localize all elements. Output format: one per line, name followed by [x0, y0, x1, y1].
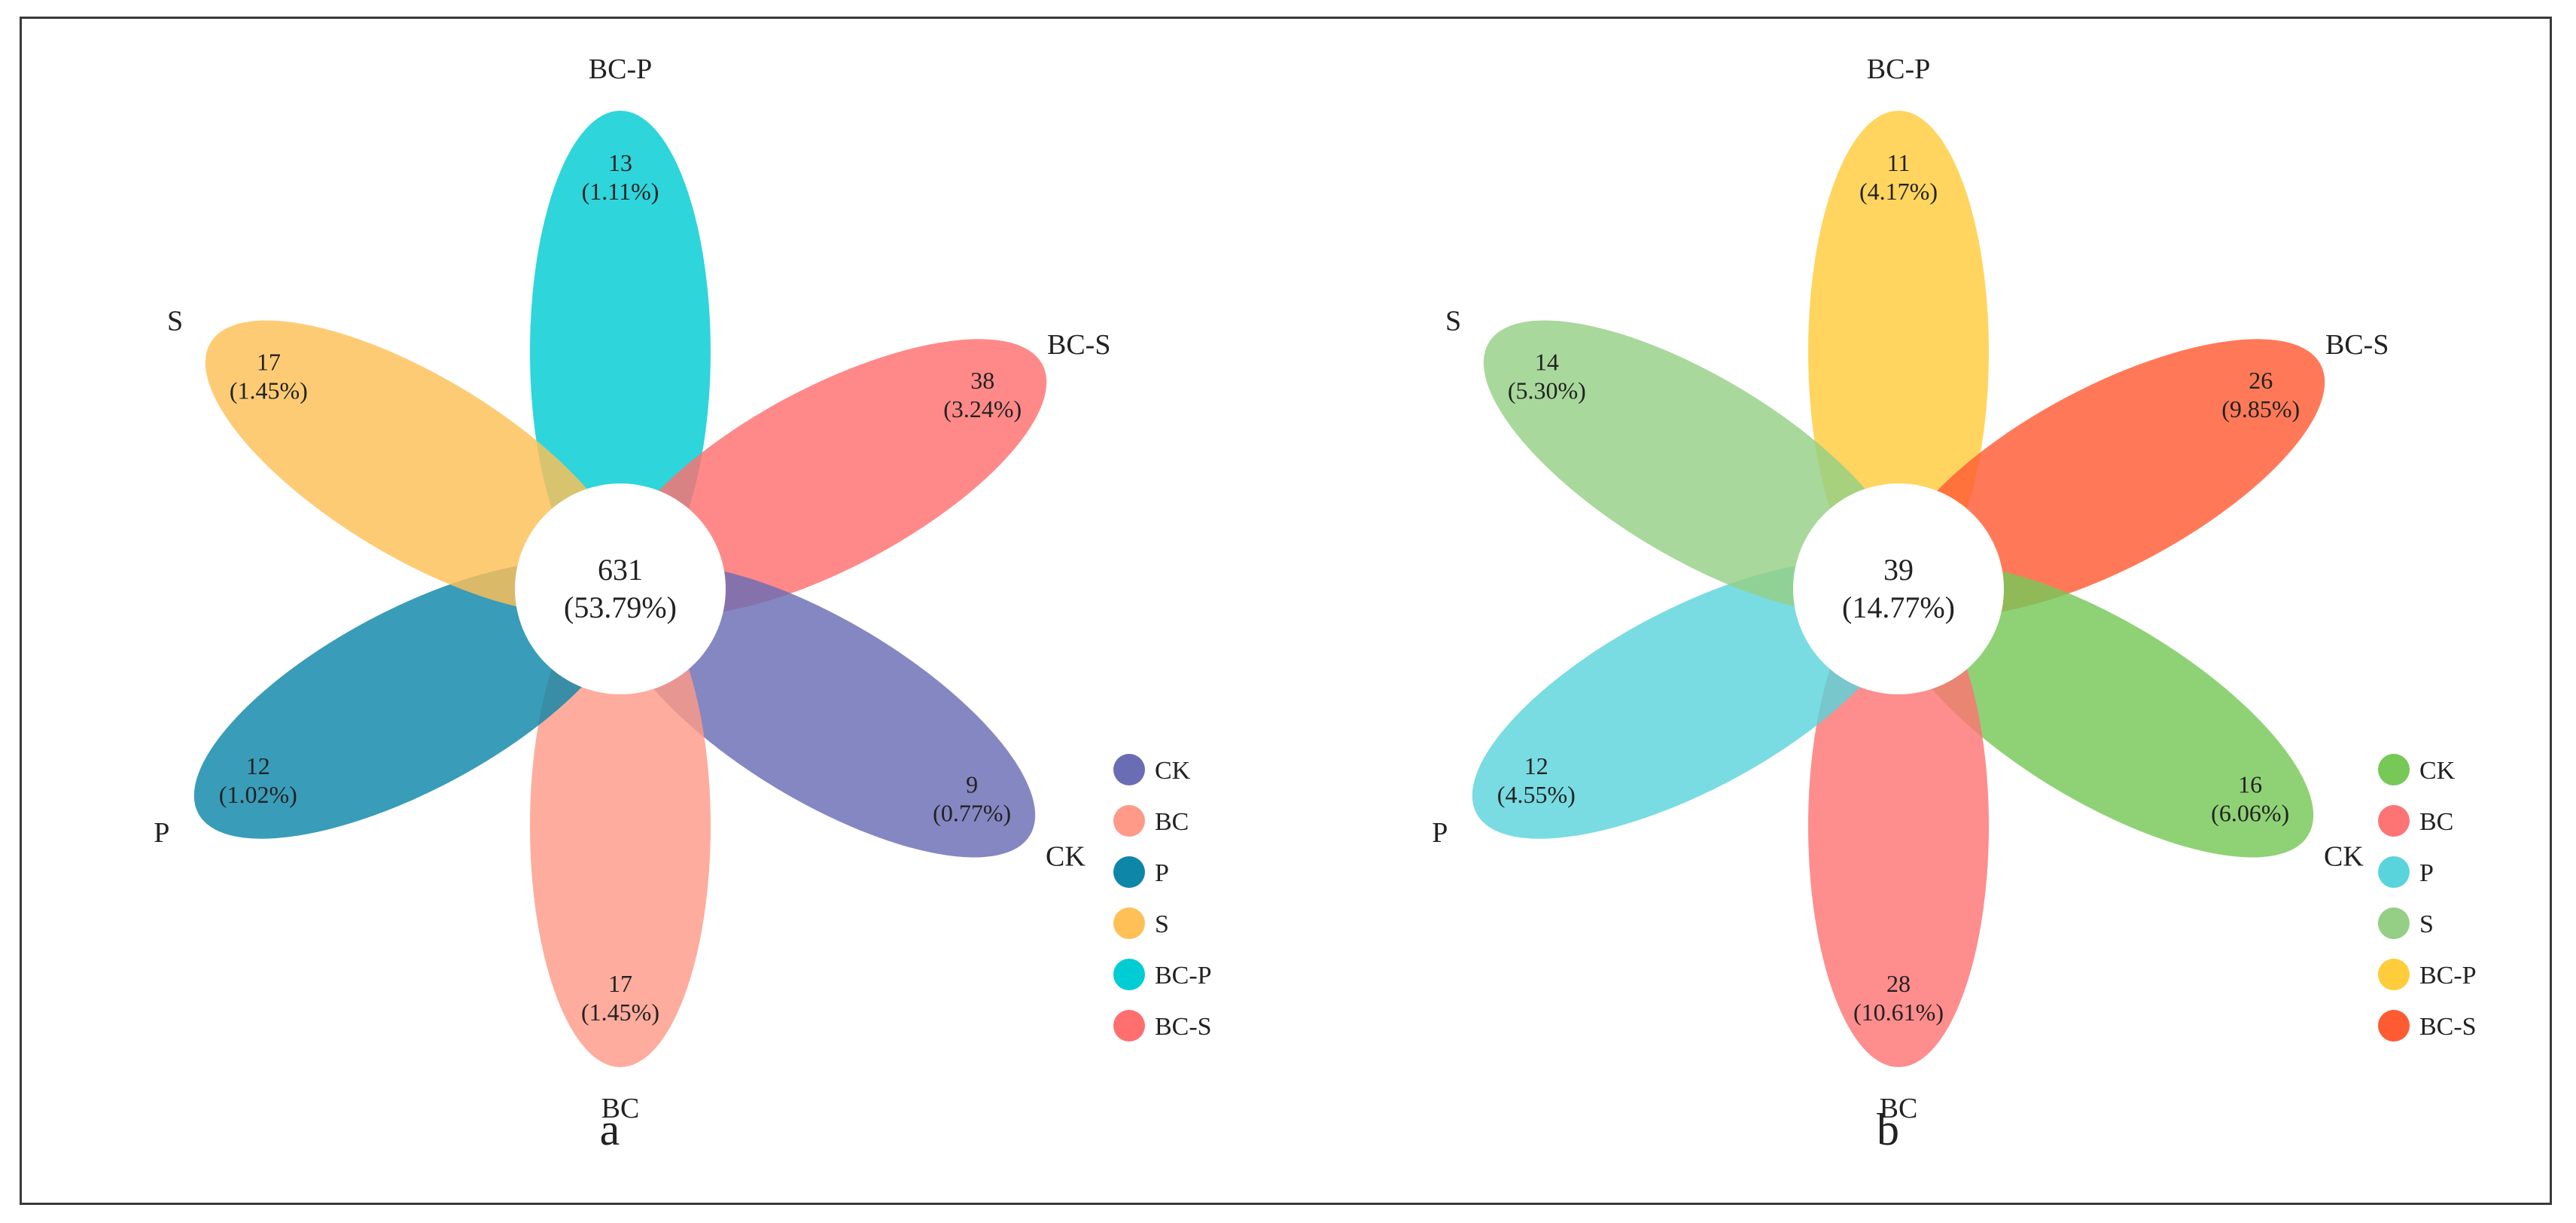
- petal-count-bc: 28: [1886, 970, 1911, 997]
- set-label-ck: CK: [1046, 840, 1086, 872]
- petal-count-s: 14: [1535, 348, 1559, 375]
- petal-p: [193, 562, 628, 839]
- petal-ck: [611, 564, 1036, 858]
- legend-label-bc: BC: [1155, 808, 1189, 836]
- petal-percent-p: (1.02%): [219, 781, 297, 808]
- legend-label-bc-p: BC-P: [1155, 962, 1212, 990]
- legend-label-s: S: [2419, 910, 2434, 938]
- petal-count-bc-s: 26: [2249, 367, 2273, 394]
- petal-count-bc-p: 13: [608, 149, 632, 176]
- venn-panel-a: 631(53.79%) 13(1.11%) BC-P 38(3.24%) BC-S 9(0…: [154, 53, 1211, 1154]
- petal-percent-bc: (1.45%): [581, 999, 659, 1026]
- legend-swatch-bc-s: [2378, 1010, 2410, 1042]
- legend-swatch-bc-s: [1113, 1010, 1145, 1042]
- legend-swatch-bc-p: [1113, 959, 1145, 990]
- petal-count-s: 17: [257, 348, 281, 375]
- legend-swatch-s: [1113, 907, 1145, 939]
- legend: CK BC PS BC-P BC-S: [1113, 754, 1212, 1042]
- legend-label-ck: CK: [2419, 757, 2456, 785]
- petal-s: [205, 320, 629, 614]
- set-label-s: S: [1445, 306, 1461, 337]
- set-label-s: S: [167, 306, 183, 337]
- core-count: 631: [598, 553, 643, 587]
- petal-s: [1483, 320, 1908, 614]
- petal-bc-p: [1808, 111, 1989, 593]
- petal-percent-ck: (6.06%): [2211, 800, 2289, 827]
- legend-label-p: P: [1155, 859, 1169, 887]
- legend-label-ck: CK: [1155, 757, 1191, 785]
- petal-count-ck: 9: [966, 771, 978, 798]
- set-label-ck: CK: [2324, 840, 2364, 872]
- set-label-bc-s: BC-S: [1047, 329, 1110, 361]
- core-percent: (53.79%): [564, 590, 677, 624]
- core-percent: (14.77%): [1842, 590, 1955, 624]
- petal-count-bc: 17: [608, 970, 632, 997]
- petal-ck: [1889, 564, 2314, 858]
- set-label-bc-p: BC-P: [1867, 53, 1930, 85]
- legend-label-s: S: [1155, 910, 1169, 938]
- panel-label: b: [1877, 1105, 1899, 1154]
- petal-percent-p: (4.55%): [1497, 781, 1576, 808]
- legend-label-bc: BC: [2419, 808, 2453, 836]
- petal-count-p: 12: [246, 752, 270, 779]
- petal-percent-bc-p: (4.17%): [1859, 178, 1938, 205]
- petal-percent-bc: (10.61%): [1853, 999, 1944, 1026]
- set-label-bc: BC: [1880, 1093, 1918, 1124]
- petal-p: [1472, 562, 1906, 839]
- set-label-p: P: [1432, 817, 1448, 849]
- petal-count-bc-p: 11: [1887, 149, 1911, 176]
- petal-bc-p: [530, 111, 711, 593]
- legend-swatch-bc: [2378, 805, 2410, 837]
- legend-swatch-p: [1113, 856, 1145, 888]
- legend-swatch-ck: [1113, 754, 1145, 785]
- petal-count-p: 12: [1524, 752, 1548, 779]
- set-label-bc: BC: [601, 1093, 640, 1124]
- petal-count-bc-s: 38: [970, 367, 994, 394]
- legend-swatch-bc: [1113, 805, 1145, 837]
- legend: CK BC PS BC-P BC-S: [2378, 754, 2477, 1042]
- legend-swatch-s: [2378, 907, 2410, 939]
- core-count: 39: [1883, 553, 1914, 587]
- set-label-bc-p: BC-P: [589, 53, 652, 85]
- legend-label-p: P: [2419, 859, 2434, 887]
- petal-percent-bc-s: (9.85%): [2221, 395, 2300, 422]
- petal-percent-s: (5.30%): [1508, 377, 1586, 404]
- legend-swatch-ck: [2378, 754, 2410, 785]
- venn-panel-b: 39(14.77%) 11(4.17%) BC-P 26(9.85%) BC-S 16(6…: [1432, 53, 2476, 1154]
- petal-percent-bc-p: (1.11%): [582, 178, 659, 205]
- petal-percent-s: (1.45%): [230, 377, 308, 404]
- petal-percent-ck: (0.77%): [933, 800, 1011, 827]
- petal-count-ck: 16: [2238, 771, 2262, 798]
- set-label-bc-s: BC-S: [2325, 329, 2389, 361]
- petal-bc: [1808, 585, 1989, 1067]
- legend-label-bc-s: BC-S: [2419, 1013, 2477, 1041]
- legend-swatch-bc-p: [2378, 959, 2410, 990]
- petal-bc-s: [613, 339, 1047, 616]
- set-label-p: P: [154, 817, 169, 849]
- legend-swatch-p: [2378, 856, 2410, 888]
- petal-percent-bc-s: (3.24%): [943, 395, 1022, 422]
- legend-label-bc-s: BC-S: [1155, 1013, 1212, 1041]
- core-circle: [1793, 483, 2004, 694]
- petal-bc-s: [1891, 339, 2325, 616]
- panel-label: a: [600, 1105, 620, 1154]
- legend-label-bc-p: BC-P: [2419, 962, 2477, 990]
- petal-bc: [530, 585, 711, 1067]
- core-circle: [515, 483, 726, 694]
